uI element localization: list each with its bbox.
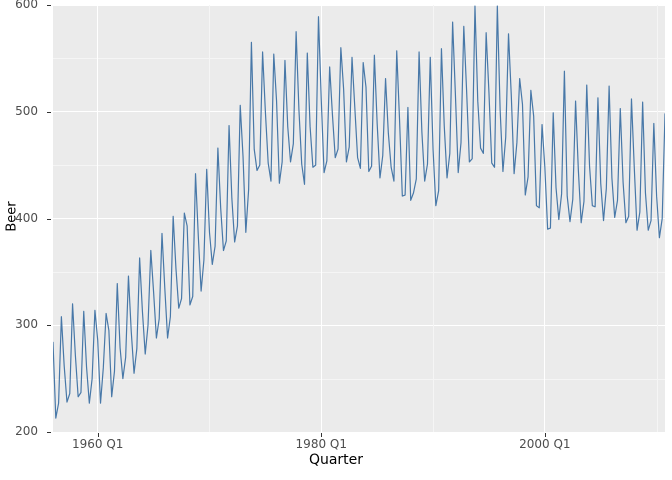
- gridline-minor-vertical: [656, 5, 658, 432]
- y-tick-label: 600: [15, 0, 38, 11]
- x-tick-label: 1960 Q1: [71, 437, 124, 451]
- y-tick-label: 500: [15, 103, 38, 118]
- plot-panel: [53, 5, 665, 432]
- gridline-major-horizontal: [53, 111, 665, 113]
- y-tick-mark: [47, 218, 51, 220]
- x-axis-title: Quarter: [0, 452, 672, 468]
- y-tick-label: 300: [15, 317, 38, 332]
- gridline-major-vertical: [320, 5, 322, 432]
- x-tick-mark: [97, 433, 99, 437]
- gridline-major-horizontal: [53, 431, 665, 432]
- beer-polyline: [53, 5, 665, 419]
- gridline-minor-horizontal: [53, 165, 665, 166]
- y-tick-mark: [47, 5, 51, 6]
- gridline-major-vertical: [97, 5, 99, 432]
- gridline-minor-horizontal: [53, 58, 665, 59]
- x-axis-title-text: Quarter: [308, 452, 364, 468]
- y-tick-mark: [47, 432, 51, 433]
- gridline-major-horizontal: [53, 218, 665, 220]
- gridline-minor-vertical: [433, 5, 434, 432]
- series-beer-line: [53, 5, 665, 419]
- x-tick-label: 2000 Q1: [519, 437, 571, 451]
- gridline-minor-horizontal: [53, 378, 665, 380]
- gridline-minor-horizontal: [53, 271, 665, 273]
- x-tick-mark: [544, 433, 546, 437]
- y-tick-mark: [47, 111, 51, 113]
- gridline-major-vertical: [544, 5, 546, 432]
- x-tick-mark: [321, 433, 323, 437]
- gridline-major-horizontal: [53, 324, 665, 326]
- gridline-major-horizontal: [53, 5, 665, 6]
- y-tick-label: 400: [15, 210, 38, 225]
- x-tick-label: 1980 Q1: [295, 437, 347, 451]
- gridline-minor-vertical: [209, 5, 211, 432]
- y-tick-mark: [47, 325, 51, 327]
- y-tick-label: 200: [15, 424, 38, 438]
